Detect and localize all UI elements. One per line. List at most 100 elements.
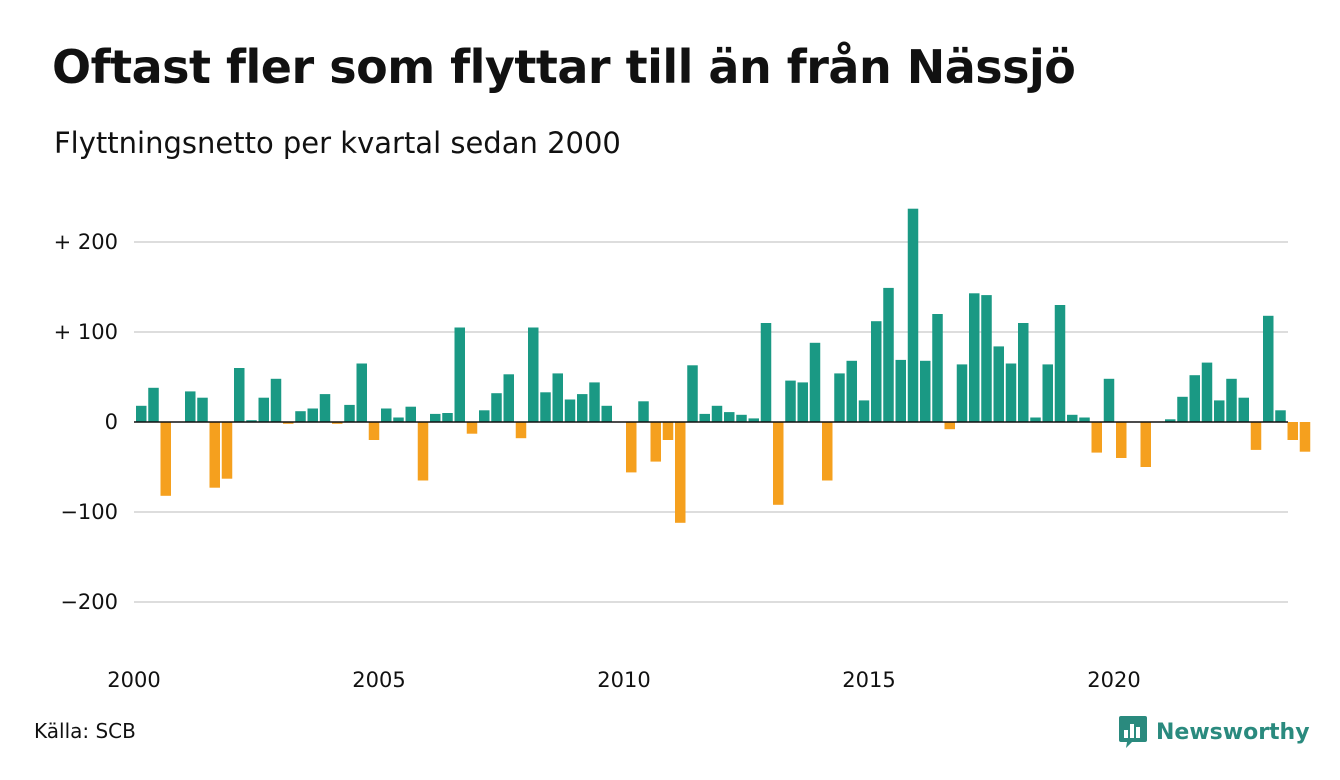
bar-2007K4 — [515, 422, 527, 439]
bar-2007K1 — [479, 410, 490, 422]
bar-2017K4 — [1005, 363, 1017, 422]
bar-2022K1 — [1214, 400, 1225, 422]
bar-2001K1 — [185, 391, 196, 422]
bar-2012K4 — [760, 323, 772, 422]
bar-2003K1 — [283, 422, 294, 424]
bar-2013K3 — [797, 382, 808, 422]
bar-2019K4 — [1103, 378, 1115, 422]
bar-2009K2 — [589, 382, 600, 422]
bar-2000K1 — [136, 405, 147, 422]
chart-subtitle: Flyttningsnetto per kvartal sedan 2000 — [54, 126, 621, 160]
bar-2018K3 — [1042, 364, 1053, 422]
bar-2010K1 — [626, 422, 637, 473]
bar-2014K1 — [822, 422, 833, 481]
bar-2002K4 — [270, 378, 282, 422]
bar-2002K3 — [258, 397, 269, 422]
x-tick-label: 2005 — [352, 668, 405, 692]
bar-2000K3 — [160, 422, 171, 496]
bar-2005K2 — [393, 417, 404, 422]
y-tick-label: 0 — [105, 410, 118, 434]
bar-2011K4 — [711, 405, 723, 422]
newsworthy-chart-bubble-icon — [1119, 716, 1147, 748]
bar-2011K3 — [699, 413, 710, 422]
bar-2010K4 — [662, 422, 674, 440]
bar-2006K1 — [430, 413, 441, 422]
bar-2016K2 — [932, 314, 943, 422]
bar-2010K2 — [638, 401, 649, 422]
bar-2003K2 — [295, 411, 306, 422]
bar-2019K3 — [1091, 422, 1102, 453]
bar-2014K4 — [858, 400, 870, 422]
bar-2017K3 — [993, 346, 1004, 422]
bar-2001K2 — [197, 397, 208, 422]
bar-2008K4 — [564, 399, 576, 422]
bar-2023K4 — [1299, 422, 1311, 452]
bar-2013K1 — [773, 422, 784, 505]
newsworthy-logo[interactable]: Newsworthy — [1118, 714, 1310, 750]
bar-2023K1 — [1263, 315, 1274, 422]
y-tick-label: + 200 — [54, 230, 118, 254]
bar-2016K3 — [944, 422, 955, 430]
bar-2018K2 — [1030, 417, 1041, 422]
bar-2005K4 — [417, 422, 429, 481]
bar-2021K2 — [1177, 396, 1188, 422]
bar-2014K2 — [834, 373, 845, 422]
chart-title: Oftast fler som flyttar till än från Näs… — [52, 40, 1076, 94]
bar-2015K3 — [895, 359, 906, 422]
bar-2001K4 — [221, 422, 233, 479]
bar-2011K2 — [687, 365, 698, 422]
bar-2020K3 — [1140, 422, 1151, 467]
x-axis-tick-labels: 2000 2005 2010 2015 2020 — [107, 668, 1140, 692]
y-tick-label: −100 — [60, 500, 118, 524]
bar-2007K3 — [503, 374, 514, 422]
bar-2017K2 — [981, 295, 992, 422]
bar-2015K1 — [871, 321, 882, 422]
bar-2003K3 — [307, 408, 318, 422]
bar-2015K2 — [883, 287, 894, 422]
bars — [136, 208, 1311, 523]
bar-2003K4 — [319, 394, 331, 422]
bar-2002K1 — [234, 368, 245, 422]
bar-2009K3 — [601, 405, 612, 422]
bar-2012K1 — [724, 412, 735, 422]
bar-2006K3 — [454, 327, 465, 422]
bar-2008K1 — [528, 327, 539, 422]
bar-2001K3 — [209, 422, 220, 488]
bar-2018K4 — [1054, 305, 1066, 422]
bar-2007K2 — [491, 393, 502, 422]
bar-2023K2 — [1275, 410, 1286, 422]
bar-2022K3 — [1238, 397, 1249, 422]
bar-2008K2 — [540, 392, 551, 422]
bar-2021K1 — [1165, 419, 1176, 422]
x-tick-label: 2010 — [597, 668, 650, 692]
x-tick-label: 2015 — [842, 668, 895, 692]
bar-2021K4 — [1201, 362, 1213, 422]
bar-2022K2 — [1226, 378, 1237, 422]
bar-2009K1 — [577, 394, 588, 422]
bar-2020K1 — [1116, 422, 1127, 458]
bar-2008K3 — [552, 373, 563, 422]
x-tick-label: 2000 — [107, 668, 160, 692]
bar-2019K2 — [1079, 417, 1090, 422]
y-tick-label: + 100 — [54, 320, 118, 344]
bar-2002K2 — [246, 420, 257, 422]
bar-2012K2 — [736, 414, 747, 422]
bar-2005K3 — [405, 406, 416, 422]
bar-2012K3 — [748, 418, 759, 422]
bar-2016K1 — [920, 360, 931, 422]
x-tick-label: 2020 — [1087, 668, 1140, 692]
bar-2013K4 — [809, 342, 821, 422]
bar-2017K1 — [969, 293, 980, 422]
bar-2016K4 — [956, 364, 968, 422]
bar-2011K1 — [675, 422, 686, 523]
bar-2021K3 — [1189, 375, 1200, 422]
bar-2006K4 — [466, 422, 478, 434]
bar-2018K1 — [1018, 323, 1029, 422]
bar-2005K1 — [381, 408, 392, 422]
bar-2019K1 — [1067, 414, 1078, 422]
bar-2022K4 — [1250, 422, 1262, 450]
bar-2004K3 — [356, 363, 367, 422]
newsworthy-brand-name: Newsworthy — [1156, 719, 1310, 745]
bar-2000K2 — [148, 387, 159, 422]
